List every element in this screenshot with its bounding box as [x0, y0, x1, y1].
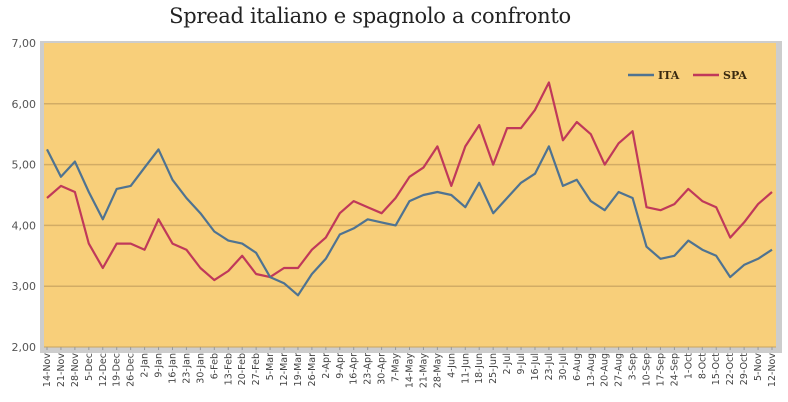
- series-line-ita: [46, 145, 773, 297]
- x-tick-label: 20-Feb: [237, 353, 248, 385]
- x-tick-label: 20-Aug: [600, 353, 611, 387]
- x-tick-label: 9-Apr: [335, 353, 346, 379]
- x-tick-label: 3-Sep: [628, 353, 639, 380]
- y-tick-label: 3,00: [12, 280, 37, 293]
- x-tick-label: 5-Mar: [265, 353, 276, 380]
- x-tick-label: 9-Jan: [154, 353, 165, 378]
- x-tick-label: 19-Dec: [112, 353, 123, 387]
- x-tick-label: 19-Mar: [293, 353, 304, 387]
- x-tick-label: 14-Nov: [42, 353, 53, 387]
- x-tick-label: 11-Jun: [460, 353, 471, 384]
- x-tick-label: 29-Oct: [739, 353, 750, 385]
- x-tick-label: 12-Mar: [279, 353, 290, 387]
- x-tick-label: 6-Aug: [572, 353, 583, 381]
- y-tick-label: 6,00: [12, 98, 37, 111]
- x-tick-label: 28-May: [432, 353, 443, 389]
- x-tick-label: 21-Nov: [56, 353, 67, 387]
- x-tick-label: 26-Mar: [307, 353, 318, 387]
- x-tick-label: 4-Jun: [446, 353, 457, 378]
- x-tick-label: 27-Feb: [251, 353, 262, 385]
- x-tick-label: 16-Jan: [167, 353, 178, 384]
- x-tick-label: 8-Oct: [697, 353, 708, 379]
- x-tick-label: 9-Jul: [516, 353, 527, 374]
- series-line-spa: [46, 81, 773, 282]
- x-tick-label: 24-Sep: [669, 353, 680, 386]
- x-tick-label: 12-Nov: [767, 353, 778, 387]
- x-tick-label: 5-Nov: [753, 353, 764, 381]
- y-tick-label: 4,00: [12, 219, 37, 232]
- y-tick-label: 5,00: [12, 159, 37, 172]
- x-tick-label: 16-Jul: [530, 353, 541, 381]
- x-tick-label: 26-Dec: [126, 353, 137, 387]
- x-tick-label: 17-Sep: [655, 353, 666, 386]
- plot-area: [44, 43, 776, 347]
- x-tick-label: 10-Sep: [642, 353, 653, 386]
- x-tick-label: 2-Apr: [321, 353, 332, 379]
- x-tick-label: 23-Jul: [544, 353, 555, 381]
- x-tick-label: 14-May: [405, 353, 416, 389]
- x-tick-label: 25-Jun: [488, 353, 499, 384]
- x-tick-label: 6-Feb: [209, 353, 220, 379]
- x-tick-label: 28-Nov: [70, 353, 81, 387]
- x-tick-label: 23-Apr: [363, 353, 374, 385]
- x-tick-label: 1-Oct: [683, 353, 694, 379]
- x-tick-label: 30-Apr: [377, 353, 388, 385]
- x-tick-label: 16-Apr: [349, 353, 360, 385]
- x-tick-label: 22-Oct: [725, 353, 736, 385]
- x-tick-label: 13-Aug: [586, 353, 597, 387]
- x-tick-label: 27-Aug: [614, 353, 625, 387]
- x-tick-label: 2-Jan: [140, 353, 151, 378]
- x-tick-label: 15-Oct: [711, 353, 722, 385]
- x-tick-label: 7-May: [391, 353, 402, 382]
- x-tick-label: 30-Jan: [195, 353, 206, 384]
- x-tick-label: 12-Dec: [98, 353, 109, 387]
- chart-title: Spread italiano e spagnolo a confronto: [169, 4, 571, 28]
- x-tick-label: 13-Feb: [223, 353, 234, 385]
- y-tick-label: 7,00: [12, 37, 37, 50]
- x-tick-label: 21-May: [418, 353, 429, 389]
- x-tick-label: 30-Jul: [558, 353, 569, 381]
- x-tick-label: 18-Jun: [474, 353, 485, 384]
- x-tick-label: 2-Jul: [502, 353, 513, 374]
- legend-label-spa: SPA: [723, 69, 747, 82]
- legend-label-ita: ITA: [658, 69, 680, 82]
- y-tick-label: 2,00: [12, 341, 37, 354]
- x-tick-label: 5-Dec: [84, 353, 95, 381]
- x-tick-label: 23-Jan: [181, 353, 192, 384]
